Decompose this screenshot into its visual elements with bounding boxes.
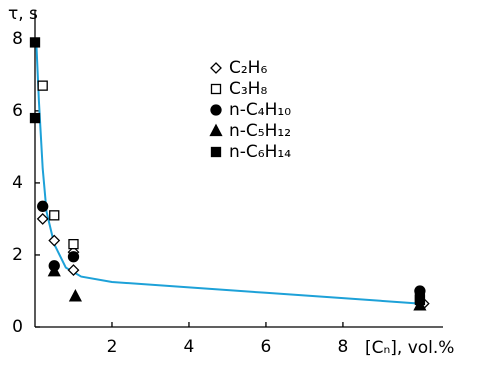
marker xyxy=(68,238,79,250)
marker xyxy=(414,285,426,297)
legend-label: n-C₅H₁₂ xyxy=(229,121,291,141)
marker xyxy=(36,213,49,225)
marker xyxy=(67,264,80,277)
legend-marker xyxy=(210,62,222,74)
y-tick-label: 8 xyxy=(12,29,23,49)
legend-marker xyxy=(210,83,222,95)
marker xyxy=(29,37,41,48)
marker xyxy=(29,112,41,124)
x-tick-label: 2 xyxy=(107,337,118,357)
y-tick-label: 4 xyxy=(12,173,23,193)
x-axis-label: [Cₙ], vol.% xyxy=(365,338,454,358)
legend-marker xyxy=(209,123,223,137)
legend-label: C₂H₆ xyxy=(229,58,267,78)
marker xyxy=(37,80,48,91)
marker xyxy=(49,210,60,221)
x-tick-label: 8 xyxy=(338,337,349,357)
x-tick-label: 4 xyxy=(184,337,195,357)
y-axis-label: τ, s xyxy=(8,4,38,24)
marker xyxy=(68,288,82,302)
legend-label: C₃H₈ xyxy=(229,79,267,99)
marker xyxy=(67,251,80,263)
y-tick-label: 2 xyxy=(12,245,23,265)
y-tick-label: 0 xyxy=(12,317,23,337)
marker xyxy=(47,263,61,277)
y-tick-label: 6 xyxy=(12,101,23,121)
marker xyxy=(414,294,426,306)
legend-marker xyxy=(210,146,222,158)
legend-label: n-C₆H₁₄ xyxy=(229,142,291,162)
legend-marker xyxy=(210,104,222,116)
marker xyxy=(48,234,61,247)
x-tick-label: 6 xyxy=(261,337,272,357)
legend-label: n-C₄H₁₀ xyxy=(229,100,291,120)
marker xyxy=(37,200,49,212)
